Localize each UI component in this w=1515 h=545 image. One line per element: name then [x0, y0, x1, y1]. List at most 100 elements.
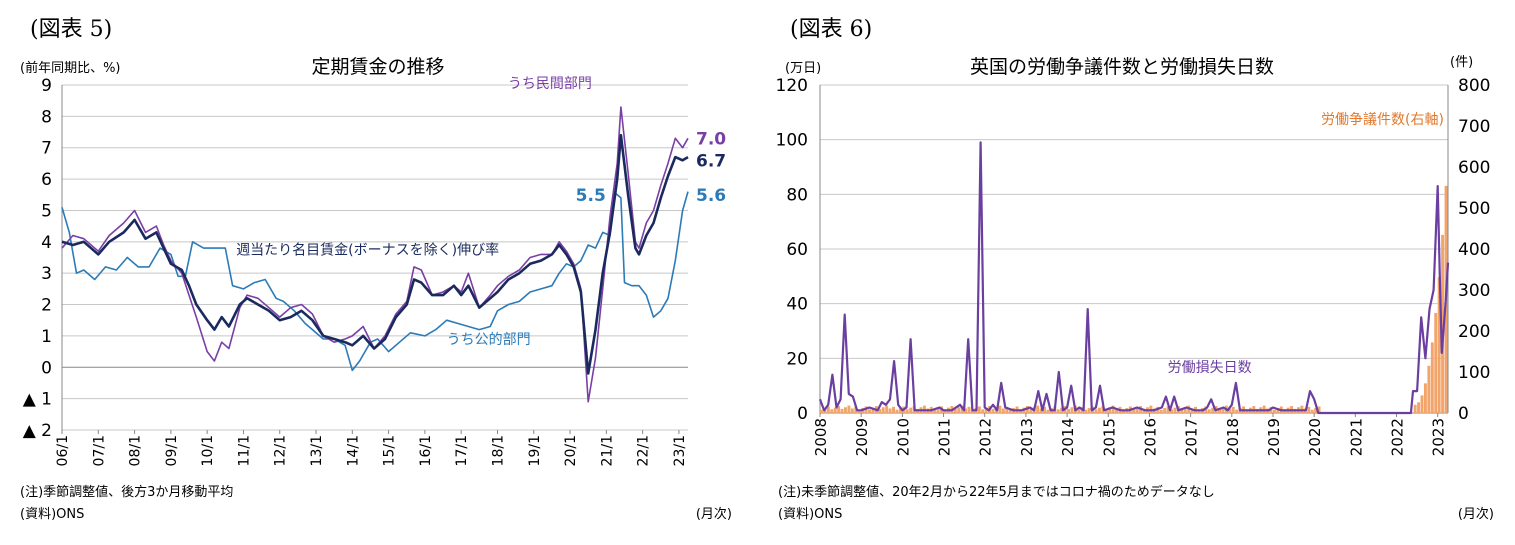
- right-bar: [895, 409, 899, 413]
- left-x-tick-label: 07/1: [91, 435, 107, 466]
- left-chart-title: 定期賃金の推移: [311, 56, 444, 78]
- right-y-tick-label-right: 600: [1458, 158, 1490, 178]
- right-bar: [1008, 409, 1012, 413]
- right-bar: [909, 407, 913, 413]
- right-bar: [1097, 407, 1101, 413]
- right-bar: [854, 406, 858, 413]
- right-bar: [1228, 408, 1232, 413]
- right-bar: [1132, 409, 1136, 413]
- right-y-axis-left-label: (万日): [785, 61, 821, 76]
- right-bar: [1067, 408, 1070, 413]
- right-bar: [1423, 383, 1427, 413]
- right-bar: [1183, 407, 1187, 413]
- figure-label-5: (図表 5): [30, 17, 112, 42]
- right-y-tick-label-right: 0: [1458, 404, 1469, 424]
- left-note: (注)季節調整値、後方3か月移動平均: [20, 484, 233, 500]
- right-chart: (図表 6) 英国の労働争議件数と労働損失日数 (万日) (件) 1201008…: [776, 17, 1494, 522]
- right-bar: [1310, 409, 1314, 413]
- right-note: (注)未季節調整値、20年2月から22年5月まではコロナ禍のためデータなし: [778, 484, 1215, 500]
- right-y-tick-label-left: 120: [776, 76, 808, 96]
- right-bar: [1036, 405, 1040, 413]
- left-y-tick-label: 0: [41, 358, 52, 378]
- right-bar: [1204, 406, 1208, 413]
- right-bar: [1221, 407, 1225, 413]
- left-y-tick-label: 1: [41, 327, 52, 347]
- left-end-value-label: 5.5: [576, 186, 606, 206]
- right-bar: [1441, 234, 1445, 413]
- right-bar: [850, 408, 854, 413]
- right-bar: [1115, 408, 1119, 413]
- left-y-tick-label: 4: [41, 233, 52, 253]
- right-y-tick-label-right: 800: [1458, 76, 1490, 96]
- right-bar: [936, 408, 940, 413]
- right-bar: [998, 405, 1002, 413]
- right-bar: [826, 406, 830, 413]
- right-bar: [844, 407, 847, 413]
- right-bar: [1135, 407, 1139, 413]
- right-bar: [888, 408, 892, 413]
- right-x-tick-label: 2008: [812, 418, 830, 456]
- right-bar: [1276, 408, 1280, 413]
- left-end-value-label: 5.6: [696, 186, 726, 206]
- right-bar: [1427, 365, 1431, 413]
- right-bar: [1005, 406, 1009, 413]
- right-bar: [957, 407, 961, 413]
- right-bar: [1111, 405, 1115, 413]
- right-bar: [953, 408, 957, 413]
- left-end-value-label: 7.0: [696, 129, 726, 149]
- right-source: (資料)ONS: [778, 507, 842, 522]
- right-x-tick-label: 2022: [1389, 418, 1407, 456]
- left-series-label: 週当たり名目賃金(ボーナスを除く)伸び率: [236, 241, 499, 258]
- right-y-tick-label-left: 0: [797, 404, 808, 424]
- right-bar: [830, 409, 834, 413]
- right-bar: [885, 405, 889, 413]
- right-bar: [1166, 406, 1170, 413]
- right-chart-title: 英国の労働争議件数と労働損失日数: [970, 56, 1274, 78]
- left-y-tick-label: 2: [41, 296, 52, 316]
- right-bar: [1207, 409, 1211, 413]
- right-bar: [1170, 409, 1173, 413]
- left-y-tick-label: 7: [41, 139, 52, 159]
- right-bar: [1060, 407, 1064, 413]
- left-x-tick-label: 12/1: [273, 435, 289, 466]
- left-x-tick-label: 10/1: [200, 435, 216, 466]
- left-x-tick-label: 06/1: [55, 435, 71, 466]
- right-bar: [1070, 407, 1074, 413]
- left-x-tick-label: 17/1: [454, 435, 470, 466]
- left-y-tick-label: 5: [41, 201, 52, 221]
- right-bar: [967, 406, 971, 413]
- right-bar: [981, 409, 985, 413]
- left-x-ticks: 06/1 07/1 08/1 09/1 10/1 11/1 12/1 13/1 14/1 15/1…: [55, 430, 688, 466]
- left-y-axis-label: (前年同期比、%): [20, 60, 121, 76]
- left-x-tick-label: 20/1: [563, 435, 579, 466]
- left-x-tick-label: 19/1: [527, 435, 543, 466]
- right-bar: [837, 406, 841, 413]
- right-y-tick-label-right: 700: [1458, 117, 1490, 137]
- right-bar: [820, 409, 823, 413]
- right-x-tick-label: 2012: [977, 418, 995, 456]
- right-bar: [898, 408, 902, 413]
- right-bar: [1043, 406, 1046, 413]
- right-bar: [1235, 409, 1239, 413]
- right-gridlines: [819, 84, 1449, 414]
- right-y-tick-label-right: 100: [1458, 363, 1490, 383]
- right-bar: [1001, 408, 1005, 413]
- right-bar: [1159, 409, 1163, 413]
- right-y-tick-label-left: 60: [786, 240, 808, 260]
- right-bar: [1272, 409, 1276, 413]
- right-bar: [1420, 395, 1424, 413]
- right-bar: [1317, 406, 1321, 413]
- right-x-tick-label: 2018: [1224, 418, 1242, 456]
- right-bar: [1094, 409, 1098, 413]
- left-x-tick-label: 23/1: [672, 435, 688, 466]
- left-series-lines: [61, 106, 689, 403]
- left-series-label: うち公的部門: [447, 332, 531, 348]
- left-y-tick-label: ▲ 2: [23, 421, 52, 441]
- left-chart: (図表 5) 定期賃金の推移 (前年同期比、%) 9 8 7 6 5 4 3 2 1 0 ▲ 1 ▲ …: [20, 17, 732, 522]
- right-bar: [868, 409, 871, 413]
- right-x-tick-label: 2014: [1059, 418, 1077, 456]
- left-x-tick-label: 08/1: [128, 435, 144, 466]
- right-bar: [1173, 407, 1177, 413]
